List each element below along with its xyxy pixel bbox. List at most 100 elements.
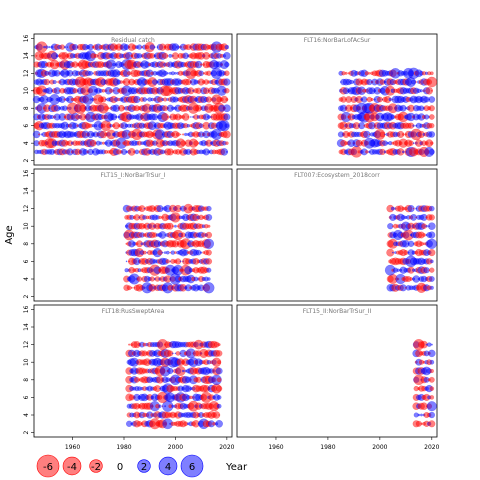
residual-bubble [88,70,93,76]
residual-bubble [428,214,435,221]
residual-bubble [428,96,436,103]
residual-bubble [56,81,58,83]
residual-bubble [224,123,230,128]
residual-bubble [176,45,180,49]
residual-bubble [181,369,185,373]
residual-bubble [175,351,181,356]
residual-bubble [220,148,228,156]
y-tick-label: 14 [23,52,30,60]
residual-bubble [203,282,215,294]
residual-bubble [430,71,434,76]
residual-bubble [223,104,231,113]
y-tick-label: 12 [23,205,30,213]
legend-bubble [62,456,82,476]
residual-bubble [390,206,395,211]
residual-bubble [158,215,162,220]
residual-bubble [207,224,211,228]
residual-bubble [205,249,212,256]
legend-bubble [89,459,103,473]
residual-bubble [125,260,128,263]
residual-bubble [190,116,192,118]
residual-bubble [430,141,434,145]
residual-bubble [43,45,46,49]
residual-bubble [224,88,230,94]
residual-bubble [203,238,214,249]
x-tick-label: 1960 [65,444,80,451]
residual-bubble [174,251,177,254]
residual-bubble [431,90,433,92]
residual-bubble [429,368,434,374]
residual-bubble [429,285,434,290]
residual-bubble [172,352,174,355]
residual-bubble [216,385,223,392]
residual-bubble [218,414,220,416]
residual-bubble [174,71,177,75]
residual-bubble [158,404,162,408]
residual-bubble [184,132,188,137]
residual-bubble [157,249,163,256]
y-tick-label: 6 [23,395,30,399]
residual-bubble [174,224,177,228]
residual-bubble [364,71,369,76]
residual-bubble [428,222,436,230]
residual-bubble [215,367,223,375]
residual-bubble [386,248,395,257]
panel-2: FLT16:NorBarLofAcSur [236,33,438,166]
y-tick-label: 4 [23,277,30,281]
y-tick-label: 4 [23,141,30,145]
panel-title: FLT18:RusSweptArea [102,308,165,315]
residual-bubble [396,268,400,272]
x-tick-label: 2020 [219,444,234,451]
panel-title: FLT007:Ecosystem_2018corr [294,172,380,179]
panel-5: FLT18:RusSweptArea 2 4 6 8 10 12 14 16 1960 1980 20… [23,304,235,451]
bubbles [384,204,437,293]
panel-4: FLT007:Ecosystem_2018corr [236,168,438,302]
residual-bubble [226,151,228,153]
residual-bubble [112,62,116,67]
y-tick-label: 12 [23,341,30,349]
residual-bubble [32,130,41,139]
residual-bubble [200,63,203,66]
residual-bubble [216,395,222,400]
residual-bubble [101,89,106,93]
y-tick-label: 2 [23,159,30,163]
residual-bubble [119,80,124,84]
residual-bubble [223,113,231,121]
residual-bubble [428,249,436,257]
y-tick-label: 8 [23,106,30,110]
legend-label: -2 [91,462,101,473]
residual-bubble [186,123,191,128]
residual-bubble [425,87,433,95]
legend-bubble [137,459,151,473]
bubbles [336,67,438,158]
residual-bubble [109,88,114,93]
residual-bubble [344,71,348,75]
y-tick-label: 14 [23,323,30,331]
residual-bubble [99,141,103,145]
residual-bubble [205,214,213,221]
residual-bubble [428,149,435,155]
residual-bubble [425,224,428,228]
panel-title: FLT15_II:NorBarTrSur_II [303,308,372,315]
residual-bubble [207,277,211,281]
residual-bubble [38,133,41,136]
bubbles [125,339,223,430]
residual-bubble [424,114,430,120]
x-tick-label: 1980 [116,444,131,451]
y-tick-label: 8 [23,378,30,382]
residual-bubble [225,98,229,101]
y-tick-label: 2 [23,295,30,299]
residual-bubble [388,97,392,102]
residual-bubble [384,133,386,136]
y-tick-label: 14 [23,187,30,195]
residual-bubble [126,285,132,291]
residual-bubble [428,420,436,428]
residual-bubble [428,349,436,358]
legend-label: 4 [165,462,171,473]
residual-bubble [154,46,156,48]
bubbles [32,41,231,156]
residual-bubble [225,141,229,145]
residual-bubble [93,53,98,58]
residual-bubble [412,207,415,210]
